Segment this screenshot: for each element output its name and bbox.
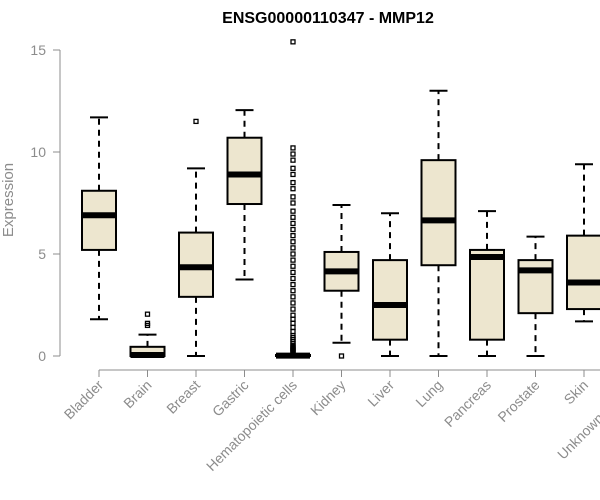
box-group	[517, 235, 554, 357]
box-group	[566, 163, 600, 323]
x-tick-label: Hematopoietic cells	[203, 377, 300, 474]
outlier-point	[290, 324, 296, 331]
outlier-point	[290, 157, 296, 163]
outlier-point	[290, 269, 296, 276]
x-tick-label: Breast	[163, 377, 203, 417]
box-group	[469, 210, 505, 357]
x-tick-label: Lung	[412, 377, 445, 410]
outlier-point	[290, 226, 296, 233]
box-rect	[420, 159, 457, 267]
x-tick-label: Skin	[561, 377, 592, 408]
box-rect	[469, 248, 505, 341]
box-group	[81, 116, 117, 321]
x-tick-label: Prostate	[494, 377, 542, 425]
y-tick-label: 0	[38, 348, 46, 364]
outlier-point	[290, 263, 296, 269]
outlier-point	[290, 232, 296, 239]
outlier-point	[290, 294, 296, 300]
outlier-point	[290, 186, 296, 192]
outlier-point	[290, 281, 296, 288]
boxes-layer	[81, 39, 600, 359]
outlier-point	[290, 288, 296, 294]
outlier-point	[290, 350, 296, 356]
outlier-point	[144, 320, 151, 327]
box-group	[226, 109, 263, 281]
outlier-point	[290, 208, 296, 214]
outlier-point	[290, 151, 296, 157]
box-rect	[566, 234, 600, 311]
outlier-point	[290, 320, 296, 327]
outlier-point	[290, 239, 296, 245]
outlier-point	[290, 306, 296, 312]
y-axis-label: Expression	[0, 163, 17, 237]
outlier-point	[290, 328, 296, 335]
outlier-point	[290, 171, 296, 178]
outlier-point	[290, 257, 296, 263]
outlier-point	[290, 316, 296, 322]
y-tick-label: 10	[30, 144, 46, 160]
box-group	[323, 204, 360, 359]
outlier-point	[290, 245, 296, 251]
x-tick-label: Gastric	[209, 377, 252, 420]
outlier-point	[290, 200, 296, 206]
outlier-point	[290, 251, 296, 257]
box-rect	[81, 189, 117, 251]
box-group	[420, 89, 457, 357]
box-rect	[372, 259, 408, 341]
y-tick-label: 15	[30, 42, 46, 58]
box-group	[275, 39, 311, 359]
outlier-point	[290, 275, 296, 282]
outlier-point	[290, 165, 296, 171]
x-tick-label: Liver	[364, 377, 397, 410]
outlier-point	[290, 194, 296, 200]
box-group	[129, 311, 166, 358]
x-tick-label: Kidney	[307, 377, 349, 419]
outlier-point	[290, 145, 296, 151]
outlier-point	[290, 220, 296, 227]
chart-title: ENSG00000110347 - MMP12	[222, 10, 434, 27]
outlier-point	[193, 118, 199, 125]
box-rect	[226, 136, 263, 206]
box-group	[178, 118, 214, 357]
box-group	[372, 212, 408, 357]
outlier-point	[290, 179, 296, 186]
outlier-point	[290, 214, 296, 220]
outlier-point	[290, 312, 296, 318]
outlier-point	[290, 39, 296, 45]
outlier-point	[338, 353, 345, 359]
y-tick-label: 5	[38, 246, 46, 262]
outlier-point	[144, 311, 151, 317]
axes-layer: 0 5 10 15 Bladder Brain Breast GastricHematopoi…	[30, 42, 600, 474]
x-tick-label: Bladder	[61, 377, 107, 423]
x-tick-label: Pancreas	[441, 377, 494, 430]
outlier-point	[290, 300, 296, 306]
x-tick-label: Brain	[120, 377, 154, 411]
